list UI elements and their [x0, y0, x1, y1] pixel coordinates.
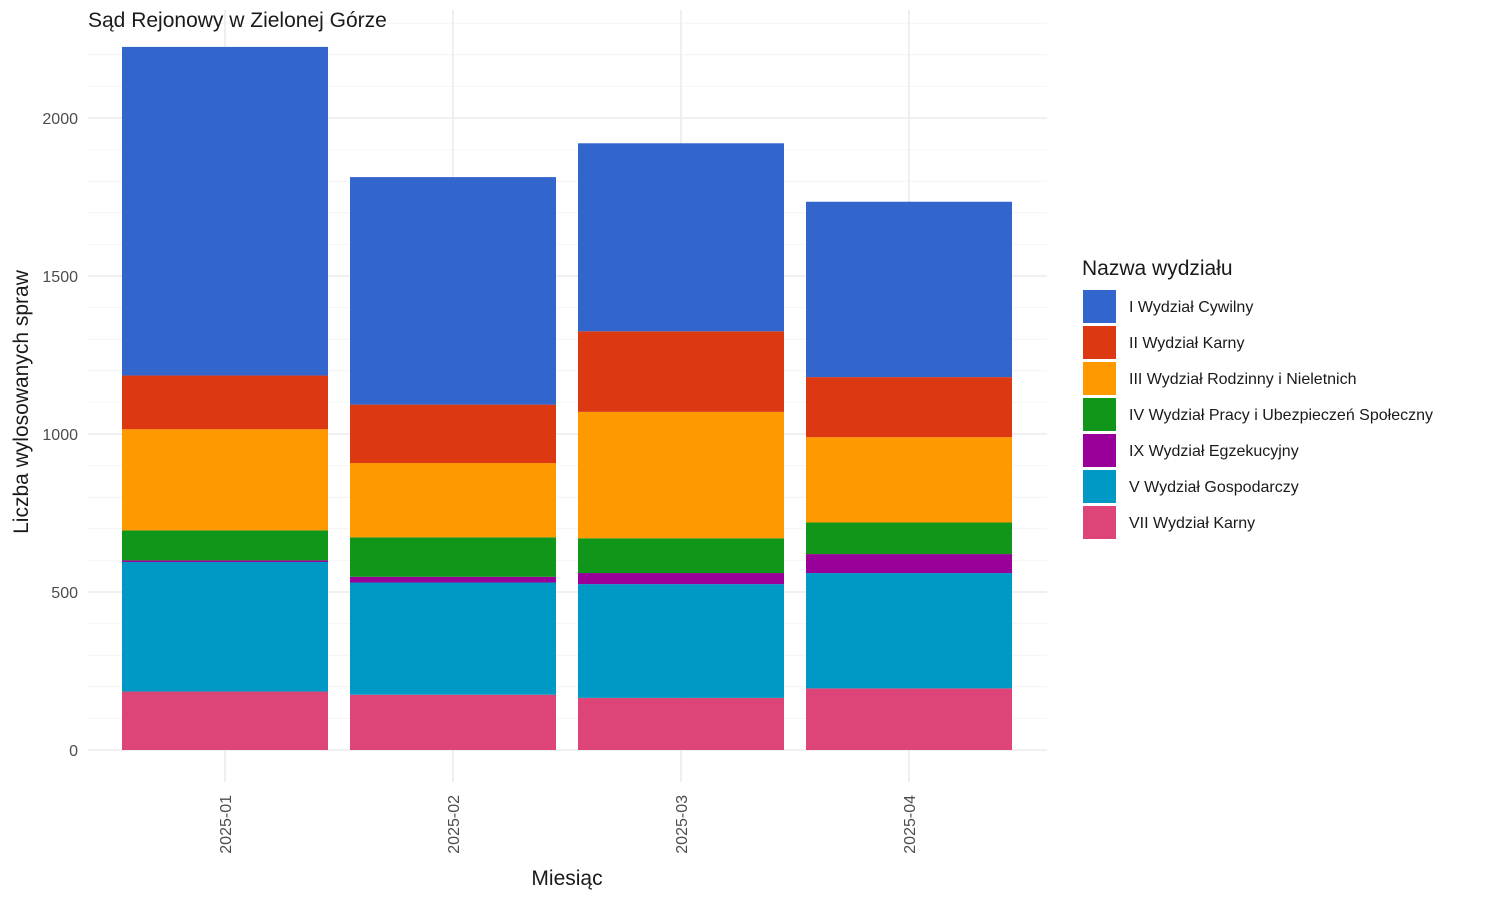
legend-label: IV Wydział Pracy i Ubezpieczeń Społeczny: [1129, 407, 1433, 424]
bar-segment-ix-wydzial-egzekucyjny-2025-03: [578, 573, 784, 585]
bar-segment-ix-wydzial-egzekucyjny-2025-04: [806, 554, 1012, 574]
bar-segment-iii-wydzial-rodzinny-i-nieletnich-2025-02: [350, 463, 556, 538]
legend-swatch-v-wydzial-gospodarczy: [1083, 470, 1116, 503]
y-tick-label: 0: [69, 743, 78, 760]
legend-swatch-vii-wydzial-karny: [1083, 506, 1116, 539]
y-tick-label: 2000: [42, 111, 78, 128]
bar-segment-ii-wydzial-karny-2025-04: [806, 377, 1012, 438]
legend-swatch-ix-wydzial-egzekucyjny: [1083, 434, 1116, 467]
x-tick-label: 2025-01: [218, 795, 235, 854]
legend-swatch-iv-wydzial-pracy-i-ubezpieczen-spoleczny: [1083, 398, 1116, 431]
bar-segment-iii-wydzial-rodzinny-i-nieletnich-2025-04: [806, 437, 1012, 523]
y-axis-title: Liczba wylosowanych spraw: [10, 269, 33, 534]
legend-label: III Wydział Rodzinny i Nieletnich: [1129, 371, 1357, 388]
y-tick-label: 1500: [42, 269, 78, 286]
bar-segment-vii-wydzial-karny-2025-01: [122, 691, 328, 750]
bar-segment-v-wydzial-gospodarczy-2025-03: [578, 584, 784, 698]
bar-segment-i-wydzial-cywilny-2025-01: [122, 46, 328, 376]
x-tick-label: 2025-03: [674, 795, 691, 854]
x-axis-title: Miesiąc: [531, 867, 602, 890]
legend-label: I Wydział Cywilny: [1129, 299, 1253, 316]
bar-segment-ix-wydzial-egzekucyjny-2025-01: [122, 560, 328, 562]
legend-label: II Wydział Karny: [1129, 335, 1244, 352]
bar-segment-v-wydzial-gospodarczy-2025-04: [806, 573, 1012, 689]
bar-segment-ii-wydzial-karny-2025-01: [122, 375, 328, 430]
bars: [122, 46, 1012, 750]
bar-segment-vii-wydzial-karny-2025-04: [806, 688, 1012, 750]
bar-segment-iv-wydzial-pracy-i-ubezpieczen-spoleczny-2025-02: [350, 537, 556, 577]
legend-swatch-ii-wydzial-karny: [1083, 326, 1116, 359]
legend-swatch-i-wydzial-cywilny: [1083, 290, 1116, 323]
bar-segment-ix-wydzial-egzekucyjny-2025-02: [350, 576, 556, 583]
bar-segment-vii-wydzial-karny-2025-02: [350, 694, 556, 750]
y-tick-label: 1000: [42, 427, 78, 444]
bar-segment-i-wydzial-cywilny-2025-02: [350, 177, 556, 405]
bar-segment-iii-wydzial-rodzinny-i-nieletnich-2025-01: [122, 429, 328, 531]
bar-segment-iv-wydzial-pracy-i-ubezpieczen-spoleczny-2025-04: [806, 522, 1012, 555]
bar-segment-iv-wydzial-pracy-i-ubezpieczen-spoleczny-2025-01: [122, 530, 328, 561]
y-tick-label: 500: [51, 585, 78, 602]
y-axis-ticks: 0 500 1000 1500 2000: [42, 111, 78, 760]
legend-label: VII Wydział Karny: [1129, 515, 1255, 532]
bar-segment-v-wydzial-gospodarczy-2025-02: [350, 582, 556, 695]
bar-segment-ii-wydzial-karny-2025-02: [350, 404, 556, 464]
legend-label: V Wydział Gospodarczy: [1129, 479, 1299, 496]
legend-title: Nazwa wydziału: [1082, 257, 1233, 280]
legend-swatch-iii-wydzial-rodzinny-i-nieletnich: [1083, 362, 1116, 395]
legend-label: IX Wydział Egzekucyjny: [1129, 443, 1299, 460]
x-axis-ticks: 2025-01 2025-02 2025-03 2025-04: [218, 795, 919, 854]
bar-segment-iv-wydzial-pracy-i-ubezpieczen-spoleczny-2025-03: [578, 538, 784, 574]
bar-segment-ii-wydzial-karny-2025-03: [578, 331, 784, 412]
chart-title: Sąd Rejonowy w Zielonej Górze: [88, 9, 387, 32]
bar-segment-iii-wydzial-rodzinny-i-nieletnich-2025-03: [578, 411, 784, 539]
x-tick-label: 2025-04: [902, 795, 919, 854]
bar-segment-i-wydzial-cywilny-2025-04: [806, 201, 1012, 378]
bar-segment-vii-wydzial-karny-2025-03: [578, 697, 784, 750]
bar-segment-v-wydzial-gospodarczy-2025-01: [122, 561, 328, 692]
bar-segment-i-wydzial-cywilny-2025-03: [578, 143, 784, 332]
legend: I Wydział Cywilny II Wydział Karny III Wyd…: [1083, 290, 1433, 539]
x-tick-label: 2025-02: [446, 795, 463, 854]
